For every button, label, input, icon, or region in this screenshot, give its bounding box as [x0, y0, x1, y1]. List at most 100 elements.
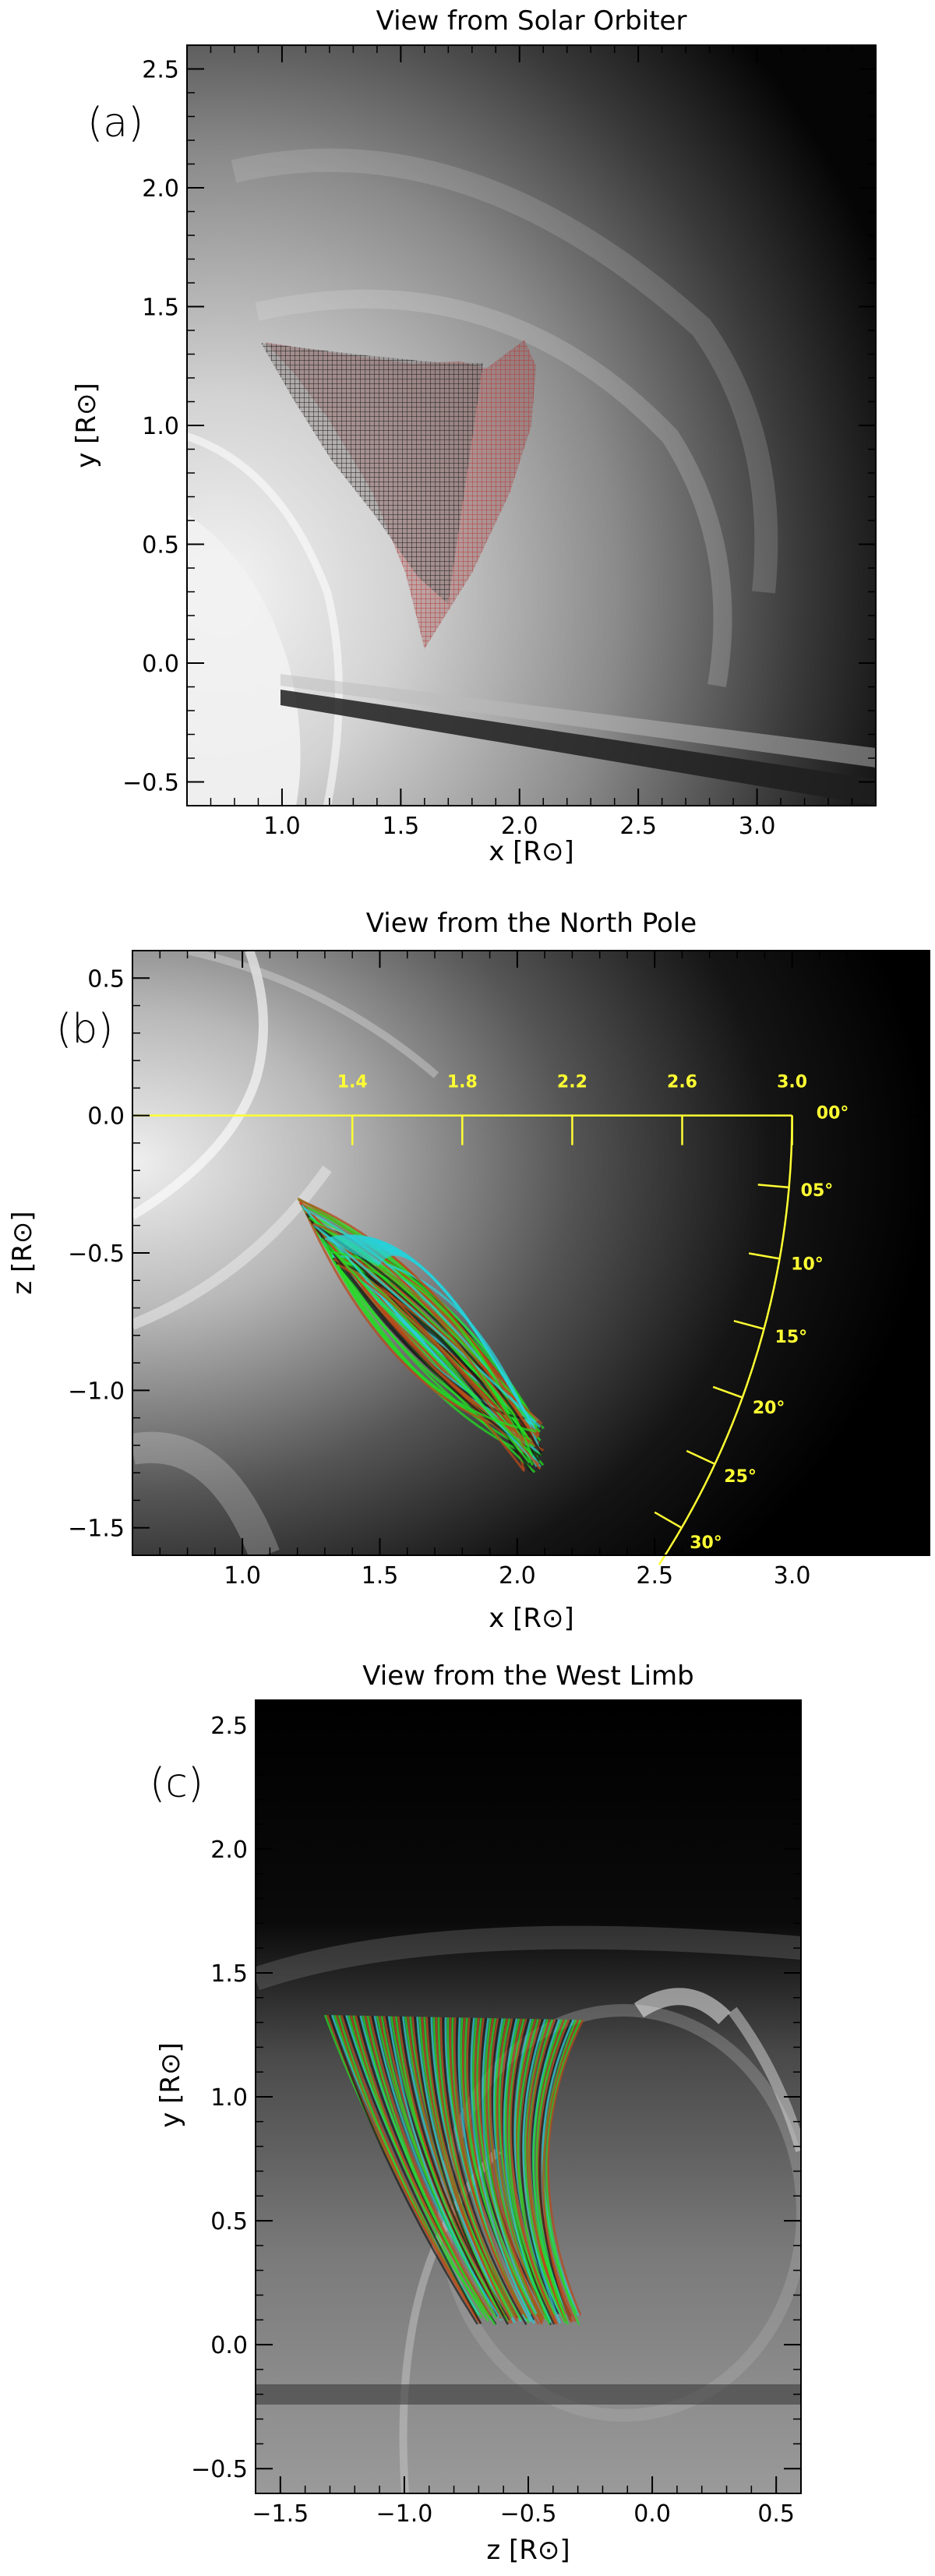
panel-a-image	[187, 45, 876, 806]
angle-tick	[686, 1449, 715, 1466]
x-tick-label: 2.0	[499, 1562, 536, 1590]
panel-a-title: View from Solar Orbiter	[376, 5, 687, 37]
panel-b-ylabel: z [R⊙]	[7, 1211, 38, 1294]
flux-rope-strand	[508, 2018, 555, 2319]
flux-rope-strand	[517, 2018, 556, 2316]
flux-rope-strand	[402, 2016, 508, 2313]
angle-tick	[654, 1511, 683, 1529]
y-tick-label: −0.5	[191, 2456, 248, 2483]
x-tick-label: 1.5	[362, 1562, 399, 1590]
angle-tick-label: 00°	[817, 1104, 849, 1124]
y-tick-label: −1.0	[68, 1378, 125, 1405]
flux-rope-strand	[504, 2018, 551, 2325]
panel-c-xlabel: z [R⊙]	[486, 2535, 570, 2566]
y-tick-label: −1.5	[68, 1516, 125, 1543]
flux-rope-strand	[425, 2017, 513, 2324]
panel-b-label: (b)	[56, 1006, 114, 1053]
flux-rope-strand	[340, 2015, 482, 2324]
x-tick-label: 3.0	[739, 813, 776, 840]
flux-rope-strand	[439, 2017, 519, 2319]
y-tick-label: 0.5	[142, 532, 179, 559]
angle-tick-label: 15°	[775, 1328, 808, 1347]
x-tick-label: 1.5	[382, 813, 419, 840]
flux-rope-strand	[532, 2019, 566, 2319]
flux-rope-strand	[482, 2017, 538, 2315]
angle-tick-label: 30°	[690, 1533, 722, 1553]
x-tick-label: −0.5	[500, 2500, 557, 2528]
flux-rope-strand	[352, 2015, 489, 2322]
flux-rope-strand	[545, 2019, 582, 2326]
flux-rope-strand	[542, 2019, 580, 2324]
panel-c-image	[256, 1700, 801, 2493]
y-tick-label: −0.5	[68, 1240, 125, 1268]
flux-rope-strand	[496, 2018, 546, 2316]
angle-tick	[757, 1184, 789, 1189]
panel-b: View from the North Pole (b) 1.4 1.8 2.2 2.…	[7, 908, 930, 1634]
panel-a-xlabel: x [R⊙]	[489, 836, 574, 867]
flux-rope-strand	[528, 2019, 565, 2318]
radial-tick-label: 2.2	[557, 1073, 587, 1092]
angle-tick-label: 20°	[753, 1399, 785, 1418]
x-tick-label: −1.5	[252, 2500, 309, 2528]
flux-rope-strand	[466, 2017, 540, 2325]
panel-a-ylabel: y [R⊙]	[71, 383, 102, 468]
flux-rope-strand	[414, 2017, 509, 2325]
radial-tick-label: 1.8	[447, 1073, 478, 1092]
panel-b-axes: 1.0 1.5 2.0 2.5 3.0 −1.5 −1.0 −0.5 0.0 0.5	[68, 950, 930, 1590]
y-tick-label: 0.5	[210, 2208, 248, 2235]
panel-c-flux-rope-lines	[323, 2014, 584, 2326]
y-tick-label: 1.0	[142, 413, 179, 440]
panel-a: View from Solar Orbiter (a) 1.0 1.5 2.0 2.5…	[71, 5, 877, 867]
y-tick-label: 0.0	[87, 1103, 125, 1131]
flux-rope-strand	[366, 2015, 492, 2320]
y-tick-label: 1.5	[210, 1960, 248, 1988]
x-tick-label: 2.0	[501, 813, 538, 840]
flux-rope-strand	[442, 2017, 527, 2326]
flux-rope-strand	[524, 2019, 566, 2324]
x-tick-label: 2.5	[636, 1562, 673, 1590]
angle-tick	[733, 1319, 764, 1330]
flux-rope-strand	[470, 2017, 535, 2324]
y-tick-label: 0.5	[87, 965, 125, 993]
x-tick-label: 0.5	[757, 2500, 795, 2528]
flux-rope-strand	[376, 1254, 536, 1431]
panel-c: View from the West Limb (c) −1.5 −1.0 −0.5…	[150, 1660, 802, 2566]
x-tick-label: 1.0	[263, 813, 301, 840]
x-tick-label: −1.0	[376, 2500, 432, 2528]
flux-rope-strand	[461, 2017, 527, 2319]
x-tick-label: 3.0	[774, 1562, 811, 1590]
panel-c-title: View from the West Limb	[362, 1660, 694, 1692]
radial-tick-label: 2.6	[667, 1073, 697, 1092]
angle-tick	[748, 1252, 780, 1260]
panel-c-axes: −1.5 −1.0 −0.5 0.0 0.5 −0.5 0.0 0.5 1.0 1.5 2.0 2.5	[191, 1699, 802, 2528]
flux-rope-strand	[535, 2019, 570, 2325]
y-tick-label: 2.0	[142, 175, 179, 203]
flux-rope-strand	[522, 2018, 562, 2324]
angle-tick-label: 05°	[801, 1181, 834, 1201]
panel-b-title: View from the North Pole	[366, 908, 697, 939]
radial-tick-label: 1.4	[337, 1073, 368, 1092]
flux-rope-strand	[435, 2017, 519, 2322]
x-tick-label: 2.5	[619, 813, 657, 840]
x-tick-label: 1.0	[224, 1562, 261, 1590]
flux-rope-strand	[453, 2017, 524, 2316]
flux-rope-strand	[337, 1265, 537, 1433]
y-tick-label: 2.5	[142, 57, 179, 84]
radial-tick-label: 3.0	[777, 1073, 807, 1092]
flux-rope-strand	[343, 2015, 482, 2324]
y-tick-label: −0.5	[122, 770, 179, 797]
panel-b-flux-rope-lines	[297, 1197, 545, 1473]
y-tick-label: 1.5	[142, 295, 179, 322]
y-tick-label: 1.0	[210, 2084, 248, 2112]
scale-arc	[658, 1115, 793, 1565]
flux-rope-strand	[510, 2018, 557, 2324]
flux-rope-strand	[547, 2019, 584, 2316]
panel-a-flux-rope-mesh	[261, 340, 537, 649]
angle-tick-label: 10°	[791, 1255, 824, 1275]
y-tick-label: 0.0	[210, 2332, 248, 2359]
flux-rope-strand	[489, 2018, 544, 2323]
panel-a-label: (a)	[87, 100, 143, 146]
y-tick-label: 0.0	[142, 651, 179, 678]
panel-a-axes: 1.0 1.5 2.0 2.5 3.0 −0.5 0.0 0.5 1.0 1.5 2.0 2.5	[122, 44, 877, 840]
